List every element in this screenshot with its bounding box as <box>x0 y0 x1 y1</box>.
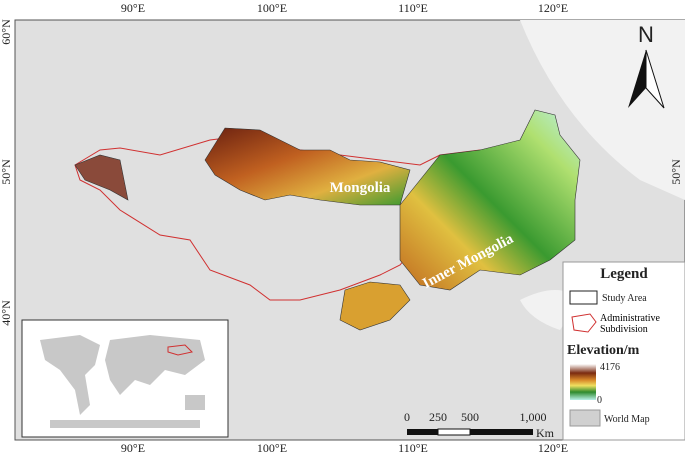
study-area-east <box>399 109 581 291</box>
lat-label: 60°N <box>0 19 13 45</box>
lon-label: 100°E <box>257 441 287 455</box>
inset <box>21 319 229 438</box>
legend-item: Administrative Subdivision <box>600 313 660 335</box>
scale-seg <box>470 429 533 435</box>
legend: Legend Study Area Administrative Subdivi… <box>562 261 685 441</box>
arrow-right <box>645 49 665 109</box>
study-area-west <box>204 127 411 206</box>
lon-label: 90°E <box>121 441 145 455</box>
elevation-min: 0 <box>597 395 602 406</box>
legend-swatch <box>569 290 598 305</box>
land-edge <box>520 20 685 330</box>
lon-label: 100°E <box>257 1 287 15</box>
lon-label: 110°E <box>398 441 428 455</box>
study-area-far-west <box>74 154 129 201</box>
legend-swatch <box>569 409 601 427</box>
legend-title: Legend <box>600 266 648 282</box>
lon-label: 110°E <box>398 1 428 15</box>
elevation-ramp <box>570 364 596 400</box>
legend-swatch <box>571 313 597 333</box>
scale-seg <box>407 429 438 435</box>
legend-item: Study Area <box>602 293 647 304</box>
scale-label: 500 <box>461 410 479 424</box>
scale-label: 0 <box>404 410 410 424</box>
lon-label: 120°E <box>538 441 568 455</box>
study-area-south <box>339 281 411 331</box>
scale-label: 1,000 <box>520 410 547 424</box>
legend-elevation-title: Elevation/m <box>567 343 640 358</box>
region-label: Mongolia <box>330 180 391 196</box>
legend-item: World Map <box>604 414 650 425</box>
north-label: N <box>638 22 654 47</box>
north-arrow: N <box>628 22 665 109</box>
lat-label: 50°N <box>0 159 13 185</box>
lat-label: 50°N <box>669 159 683 185</box>
scale-label: 250 <box>429 410 447 424</box>
scale-bar: 0 250 500 1,000 Km <box>404 410 555 440</box>
arrow-left <box>628 50 646 108</box>
elevation-max: 4176 <box>600 362 620 373</box>
scale-seg <box>437 428 471 436</box>
lon-label: 120°E <box>538 1 568 15</box>
lat-label: 40°N <box>0 300 13 326</box>
inset-study <box>167 344 194 356</box>
lon-label: 90°E <box>121 1 145 15</box>
inset-world <box>40 335 205 428</box>
scale-unit: Km <box>536 426 555 440</box>
legend-item-box: Administrative Subdivision <box>600 313 660 335</box>
lon-labels: 90°E 100°E 110°E 120°E 90°E 100°E 110°E … <box>121 1 568 455</box>
